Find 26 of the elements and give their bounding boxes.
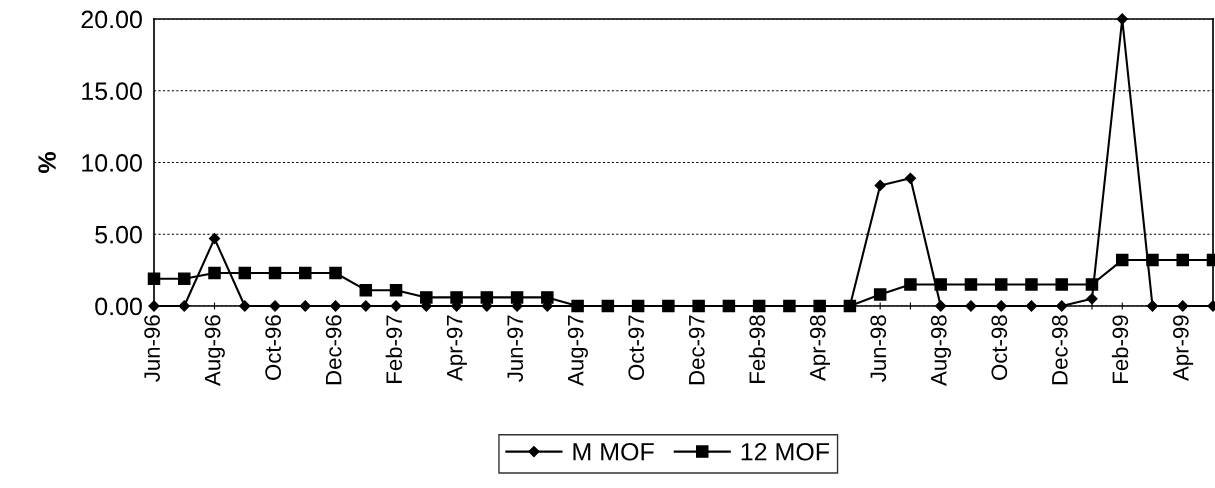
x-tick-label: Apr-99 bbox=[1172, 315, 1194, 381]
x-tick-label: Jun-98 bbox=[870, 315, 887, 382]
y-tick-label: 15.00 bbox=[82, 82, 142, 101]
x-tick-label: Dec-98 bbox=[1051, 315, 1068, 385]
x-tick-label: Aug-96 bbox=[204, 315, 225, 386]
x-tick-label: Oct-98 bbox=[991, 315, 1008, 380]
x-tick-label: Dec-96 bbox=[325, 315, 342, 385]
x-tick-label: Feb-99 bbox=[1111, 315, 1129, 383]
y-tick-label: 5.00 bbox=[95, 225, 142, 244]
x-tick-label: Apr-98 bbox=[809, 315, 831, 381]
y-axis-title: % bbox=[38, 152, 56, 173]
x-tick-label: Feb-97 bbox=[385, 315, 403, 383]
legend-label: 12 MOF bbox=[741, 442, 830, 461]
x-tick-label: Aug-98 bbox=[930, 315, 952, 386]
x-tick-label: Oct-97 bbox=[628, 315, 645, 380]
x-tick-label: Oct-96 bbox=[265, 315, 281, 380]
x-tick-label: Dec-97 bbox=[688, 315, 705, 385]
y-tick-label: 10.00 bbox=[82, 154, 142, 172]
y-tick-label: 20.00 bbox=[81, 10, 142, 29]
x-tick-label: Feb-98 bbox=[748, 315, 766, 383]
legend-label: M MOF bbox=[573, 442, 654, 461]
x-tick-label: Aug-97 bbox=[567, 315, 588, 386]
y-tick-label: 0.00 bbox=[95, 297, 142, 316]
x-tick-label: Jun-97 bbox=[507, 315, 524, 382]
x-tick-label: Apr-97 bbox=[446, 315, 467, 381]
x-tick-label: Jun-96 bbox=[144, 315, 160, 382]
